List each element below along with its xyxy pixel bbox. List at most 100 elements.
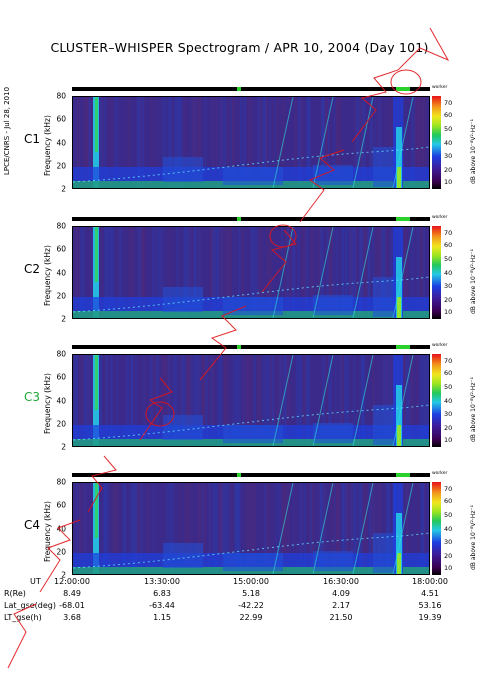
spectrogram-panel: worker C1 Frequency (kHz) 80 60 40 20 2 70 60 50 40… (0, 84, 479, 209)
colorbar-tick-label: 40 (444, 268, 453, 277)
noise-stripe (197, 483, 202, 574)
noise-stripe (144, 227, 146, 318)
colorbar-tick-label: 30 (444, 282, 453, 291)
noise-stripe (228, 227, 233, 318)
noise-stripe (259, 97, 263, 188)
noise-stripe (76, 97, 81, 188)
noise-stripe (90, 227, 96, 318)
noise-stripe (194, 355, 199, 446)
noise-stripe (102, 483, 107, 574)
noise-stripe (118, 227, 122, 318)
status-segment (236, 87, 241, 91)
sounder-trace (272, 97, 294, 188)
noise-stripe (386, 483, 391, 574)
noise-stripe (116, 483, 118, 574)
noise-stripe (223, 355, 226, 446)
noise-stripe (354, 97, 356, 188)
noise-stripe (99, 227, 103, 318)
y-tick-label: 20 (56, 291, 66, 301)
noise-stripe (253, 355, 256, 446)
status-segment (395, 345, 411, 349)
y-tick-label: 20 (56, 161, 66, 171)
colorbar-tick-label: 60 (444, 368, 453, 377)
noise-stripe (274, 97, 276, 188)
noise-stripe (404, 227, 409, 318)
bright-band (396, 513, 402, 574)
status-segment (395, 473, 411, 477)
noise-stripe (191, 97, 196, 188)
noise-stripe (385, 227, 389, 318)
y-tick-label: 60 (56, 114, 66, 124)
emission-patch (163, 157, 203, 182)
noise-stripe (369, 97, 373, 188)
x-axis-value: 4.51 (421, 589, 439, 598)
noise-stripe (323, 97, 329, 188)
noise-stripe (418, 227, 424, 318)
noise-stripe (186, 483, 189, 574)
noise-stripe (333, 227, 335, 318)
y-tick-label: 20 (56, 547, 66, 557)
noise-stripe (238, 227, 241, 318)
noise-stripe (345, 483, 349, 574)
noise-stripe (317, 227, 319, 318)
colorbar (432, 96, 441, 189)
noise-stripe (283, 355, 287, 446)
noise-stripe (265, 355, 270, 446)
colorbar-label: dB above 10⁻⁸V²·Hz⁻¹ (470, 249, 477, 314)
noise-stripe (362, 227, 367, 318)
noise-stripe (88, 97, 91, 188)
noise-stripe (359, 227, 363, 318)
noise-stripe (306, 97, 311, 188)
noise-stripe (339, 355, 344, 446)
noise-stripe (327, 97, 329, 188)
noise-stripe (173, 355, 178, 446)
noise-stripe (130, 227, 133, 318)
noise-stripe (281, 483, 284, 574)
noise-stripe (251, 483, 256, 574)
colorbar-tick-label: 70 (444, 484, 453, 493)
noise-stripe (299, 97, 304, 188)
colorbar-tick-label: 40 (444, 138, 453, 147)
plasma-frequency-trace (73, 276, 429, 313)
colorbar-tick-label: 10 (444, 308, 453, 317)
noise-stripe (117, 227, 122, 318)
noise-stripe (169, 483, 174, 574)
noise-stripe (242, 355, 245, 446)
noise-stripe (194, 97, 199, 188)
noise-stripe (170, 97, 173, 188)
noise-stripe (215, 227, 220, 318)
colorbar-tick-label: 40 (444, 524, 453, 533)
x-axis-value: 19.39 (418, 613, 442, 622)
noise-stripe (182, 355, 188, 446)
bright-band (397, 297, 401, 318)
noise-stripe (249, 355, 253, 446)
spectrogram-image (72, 482, 430, 575)
x-axis-row: Lat_gse(deg) -68.01 -63.44 -42.22 2.17 53.16 (0, 601, 479, 613)
colorbar-tick-label: 60 (444, 496, 453, 505)
noise-stripe (257, 97, 260, 188)
noise-stripe (137, 227, 142, 318)
noise-stripe (227, 97, 230, 188)
x-axis-value: -63.44 (149, 601, 175, 610)
x-axis-row-label: Lat_gse(deg) (4, 601, 56, 610)
noise-stripe (173, 97, 177, 188)
noise-stripe (354, 483, 358, 574)
noise-stripe (89, 227, 93, 318)
noise-stripe (324, 97, 326, 188)
noise-stripe (202, 483, 206, 574)
noise-stripe (215, 97, 217, 188)
noise-stripe (405, 483, 409, 574)
y-tick-label: 80 (56, 221, 66, 231)
noise-stripe (352, 227, 357, 318)
noise-stripe (322, 355, 325, 446)
noise-stripe (91, 97, 94, 188)
x-axis-value: 13:30:00 (144, 577, 180, 586)
noise-stripe (122, 483, 126, 574)
x-axis-value: -42.22 (238, 601, 264, 610)
noise-stripe (215, 97, 219, 188)
status-bar (72, 473, 430, 477)
noise-stripe (188, 355, 194, 446)
noise-stripe (271, 355, 274, 446)
noise-stripe (322, 483, 327, 574)
noise-stripe (284, 483, 290, 574)
